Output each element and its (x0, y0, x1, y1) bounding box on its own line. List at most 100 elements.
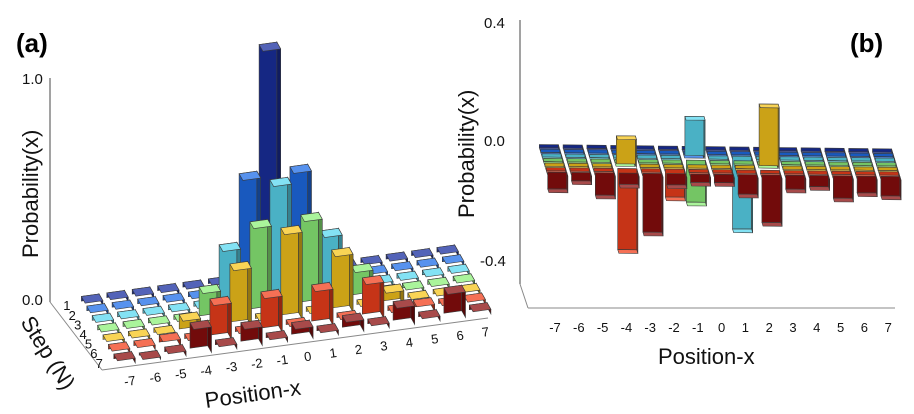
panel-a-bar-step3-x2-top (320, 227, 343, 238)
panel-a-bar-step1-x0-top (258, 41, 282, 52)
panel-b-ytick-middle: 0.0 (484, 133, 505, 150)
panel-b-floor-left-edge (519, 283, 529, 309)
panel-b-xtick-6: 6 (861, 320, 868, 335)
panel-a-xtick--5: -5 (174, 366, 188, 382)
panel-b-bar-step7-x-4 (618, 172, 640, 189)
panel-b-bar-step7-x-5-front (594, 172, 615, 196)
panel-a-xtick--6: -6 (149, 369, 163, 385)
panel-b-bar-step7-x2-front (761, 174, 782, 223)
panel-a-bar-step5-x0-top (280, 225, 303, 236)
panel-a-bar-step3-x0-top (269, 176, 292, 187)
panel-b-xtick-2: 2 (766, 320, 773, 335)
panel-a-bar-step3-x7 (447, 263, 470, 277)
panel-a-bar-step6-x-3-top (209, 296, 232, 306)
panel-a-bar-step5-x-2-side (247, 260, 252, 328)
panel-a-bar-step7-x6-top (443, 284, 466, 295)
panel-a-bar-step4-x1 (300, 211, 323, 308)
panel-a-step-tick-2: 2 (69, 308, 76, 323)
panel-b-xtick--3: -3 (644, 320, 656, 335)
panel-b-ytick-top: 0.4 (484, 15, 505, 32)
panel-a-xticks: -7 -6 -5 -4 -3 -2 -1 0 1 2 3 4 5 6 7 (123, 324, 490, 389)
panel-a-xlabel: Position-x (203, 375, 302, 413)
panel-a-bar-step1-x-4-top (157, 283, 180, 294)
panel-b-bar-step7-x6-front (856, 175, 877, 194)
panel-b-bar-step7-x7-front (880, 175, 901, 197)
panel-a-bar-step6-x3 (361, 274, 385, 320)
panel-a-bar-step7-x-1-top (265, 330, 289, 341)
panel-a-bar-step3-x-6-top (117, 309, 140, 320)
panel-a-bar-step7-x4-top (392, 298, 416, 309)
panel-a-bar-step6-x-1 (260, 288, 283, 334)
panel-a-bar-step7-x-7-top (113, 351, 136, 362)
panel-a-bar-step6-x5-top (412, 297, 436, 308)
panel-a-bar-step5-x0 (280, 224, 303, 321)
panel-b-bar-step7-x-1-top (690, 181, 712, 187)
panel-a-bar-step1-x4 (360, 254, 383, 269)
panel-a-bar-step7-x-5 (164, 343, 187, 358)
panel-a-bar-step4-x-3-top (198, 284, 222, 294)
panel-a-bar-step5-x0-side (298, 224, 303, 321)
panel-a-bar-step2-x-7-top (86, 303, 109, 314)
panel-a-bar-step4-x6 (427, 276, 450, 290)
panel-a-bar-step4-x7 (452, 272, 476, 287)
panel-a-xtick-6: 6 (455, 328, 464, 344)
panel-a-xtick--3: -3 (225, 359, 239, 375)
panel-a-xtick-4: 4 (405, 335, 414, 351)
panel-a-bar-step6-x7-top (463, 292, 486, 303)
panel-b-xtick-1: 1 (742, 320, 749, 335)
panel-b-bar-step5-x-4-side (635, 135, 637, 168)
panel-a-bar-step3-x-5-top (142, 305, 165, 316)
panel-a-bar-step5-x-7 (102, 331, 125, 345)
panel-a-ytick-top: 1.0 (22, 71, 43, 88)
panel-b-bar-step7-x0-front (713, 173, 734, 184)
panel-b-bar-step5-x-4-top (615, 135, 637, 141)
panel-a-bar-step6-x-6 (133, 337, 156, 352)
panel-a-bar-step5-x-5-top (153, 325, 176, 335)
panel-a-bar-step4-x-5-top (147, 315, 171, 326)
panel-b-bar-step7-x1-front (737, 174, 758, 195)
panel-b-bar-step7-x3-front (785, 174, 806, 190)
panel-a-bar-step2-x7 (441, 253, 465, 268)
panel-a-bar-step1-x-4 (157, 282, 180, 297)
panel-b-bar-step5-x2 (758, 103, 780, 170)
panel-b-xtick-3: 3 (789, 320, 796, 335)
panel-b-bar-step7-x0-top (713, 182, 735, 187)
panel-b-bar-step7-x2-side (780, 174, 783, 227)
panel-a-floor-left-edge (49, 301, 103, 371)
panel-a-bar-step4-x-1-top (249, 219, 272, 229)
panel-a-bar-step7-x-5-top (164, 344, 187, 355)
panel-b-xticks: -7 -6 -5 -4 -3 -2 -1 0 1 2 3 4 5 6 7 (549, 320, 892, 335)
panel-a-bar-step2-x-5-top (137, 296, 160, 307)
panel-b-ylabel: Probability(x) (454, 90, 479, 218)
panel-a-bar-step3-x-4 (167, 301, 191, 316)
panel-a-bar-step6-x3-top (361, 275, 385, 285)
panel-a-bar-step5-x-2 (229, 260, 252, 328)
panel-b-bar-step7-x6 (856, 175, 878, 198)
panel-b-bar-step7-x-7-front (547, 171, 568, 190)
panel-a-bar-step6-x5 (412, 296, 436, 313)
panel-a-bar-step4-x-5 (147, 314, 171, 329)
panel-a-bar-step1-x-7 (80, 292, 104, 307)
panel-b-bar-step7-x7 (880, 175, 902, 201)
panel-b-bar-step7-x-4-front (618, 172, 639, 185)
panel-b-bar-step6-x-4-top (617, 249, 639, 254)
panel-a-bar-step1-x6 (411, 247, 434, 262)
panel-b-bar-step7-x-3-top (642, 231, 664, 237)
panel-a-bar-step1-x7-top (436, 244, 459, 255)
panel-b-bar-step7-x5 (832, 175, 854, 203)
panel-a-bar-step2-x-5 (137, 295, 160, 310)
panel-b-xtick--6: -6 (573, 320, 585, 335)
panel-a-bar-step5-x5-top (407, 290, 430, 300)
panel-a-bar-step6-x-1-top (260, 289, 283, 299)
panel-b-ytick-bottom: -0.4 (480, 253, 506, 270)
panel-a-bar-step7-x-2 (240, 319, 263, 347)
panel-b-bar-step7-x-2-top (666, 184, 688, 190)
panel-b-bar-step7-x-7 (547, 171, 569, 194)
panel-b-bar-step7-x-5 (594, 172, 616, 200)
panel-b-xtick--4: -4 (621, 320, 633, 335)
panel-a-bar-step2-x5-top (391, 261, 414, 272)
panel-b-bar-step7-x-3-front (642, 172, 663, 233)
panel-a-step-tick-6: 6 (90, 346, 97, 361)
panel-a-bar-step7-x1-top (316, 323, 339, 334)
